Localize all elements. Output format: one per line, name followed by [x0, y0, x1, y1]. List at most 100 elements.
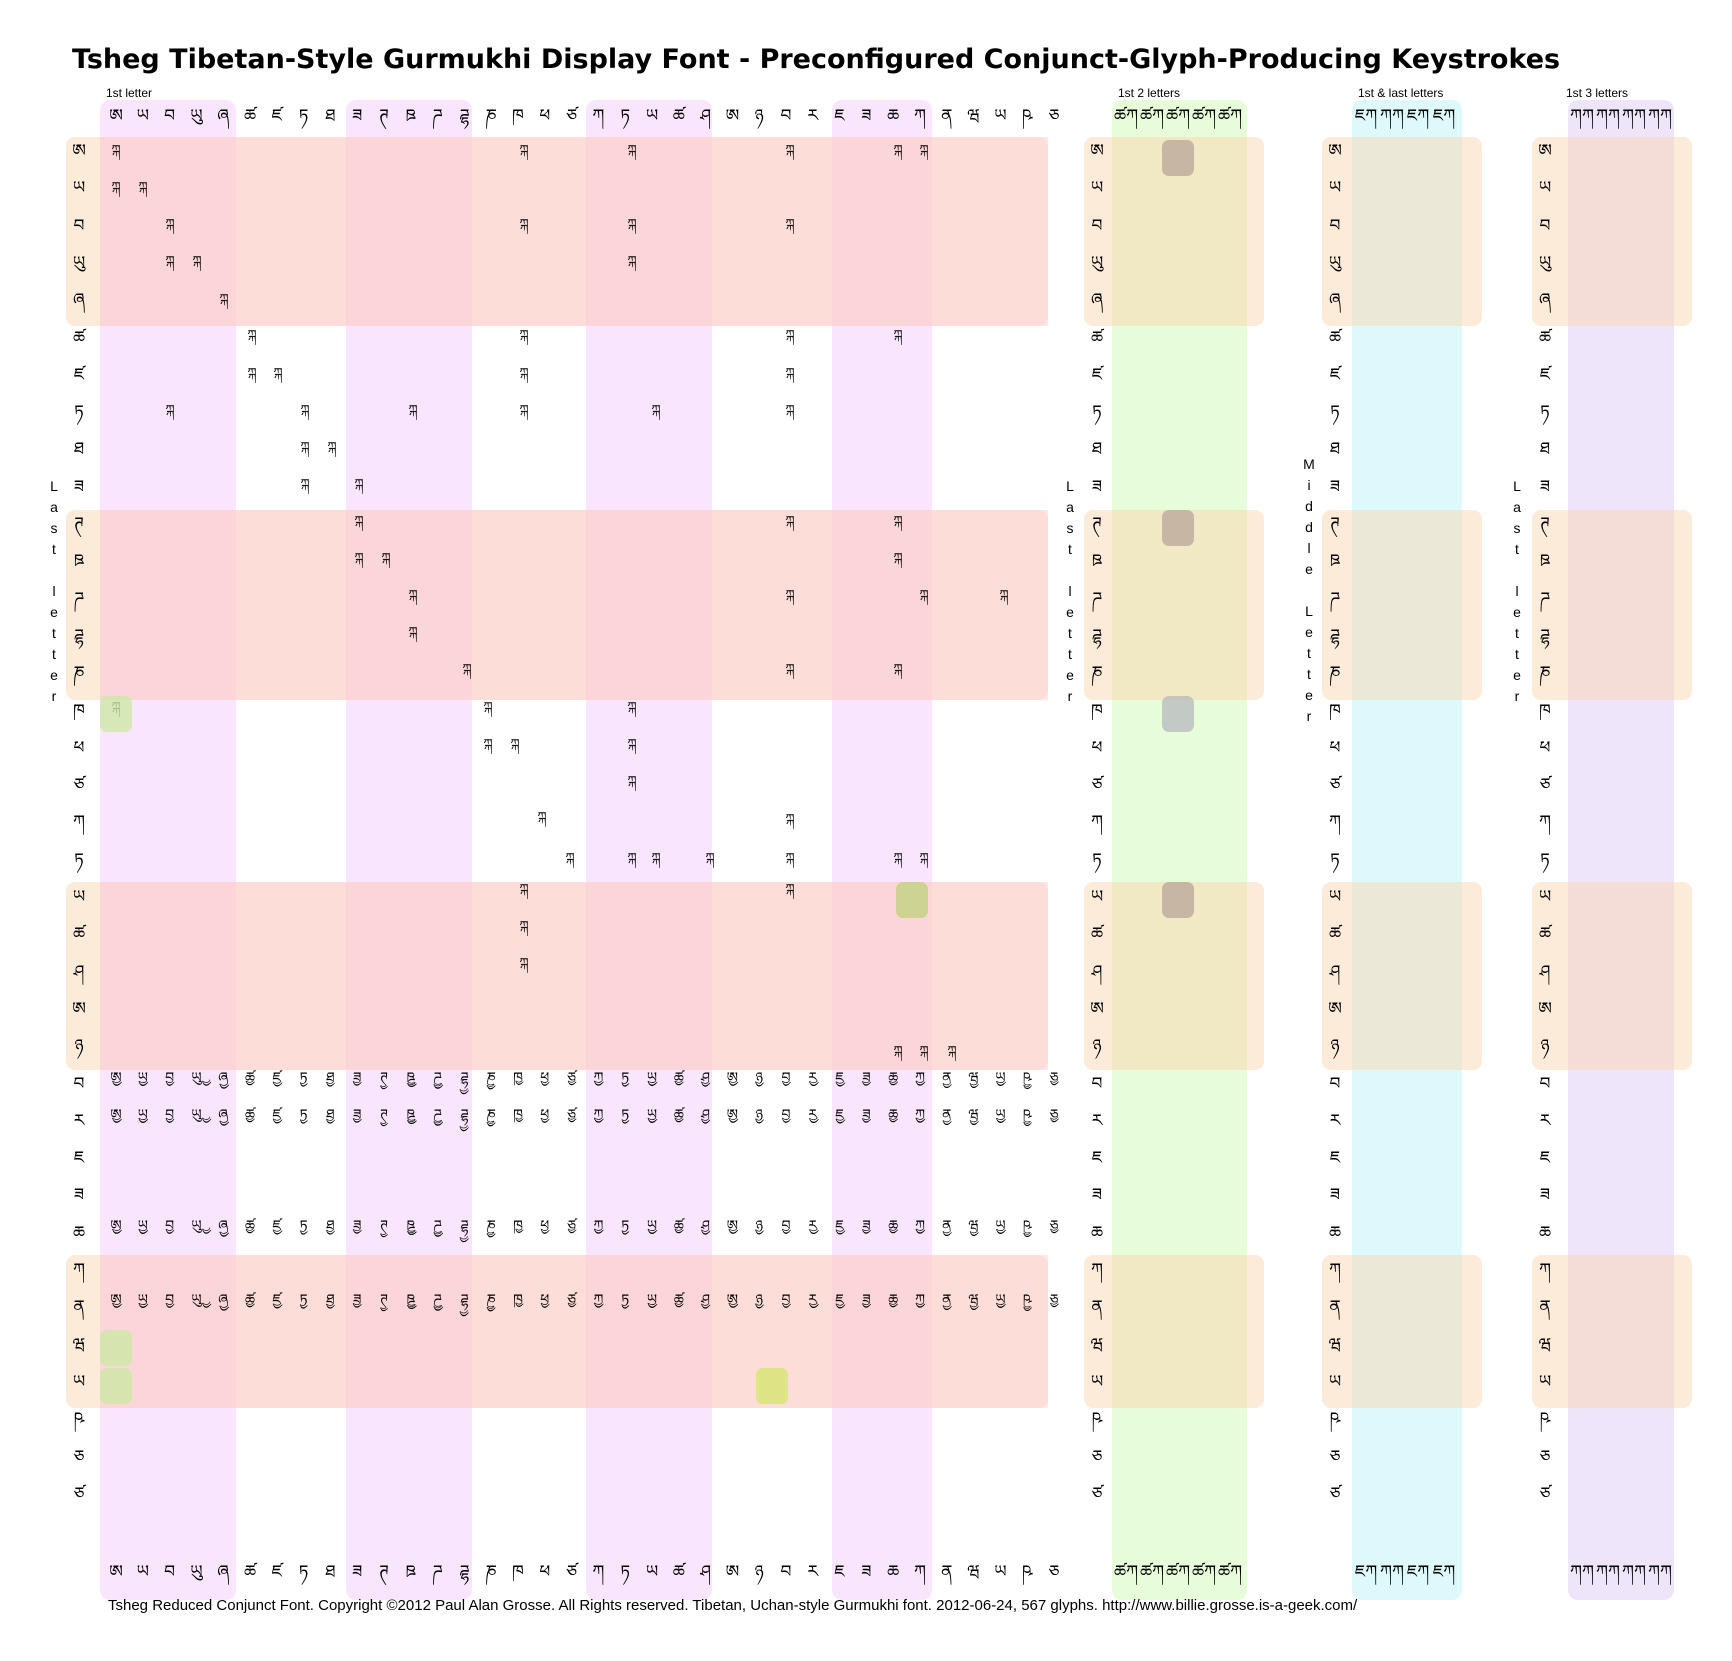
conjunct-glyph: ཀྐ [627, 851, 637, 866]
column-band-1 [346, 100, 472, 1600]
conjunct-glyph: ཇྱ [835, 1292, 844, 1308]
row-label: ཏ [74, 849, 84, 870]
first_three_cols-bottom: ཀཀ [1570, 1562, 1594, 1582]
row-label: ཡ [1090, 178, 1104, 199]
row-label: ཋ [1091, 551, 1103, 572]
row-label: ཥ [1329, 1409, 1341, 1430]
conjunct-glyph: ཌྷྱ [460, 1107, 469, 1123]
header-first-last-letters: 1st & last letters [1358, 86, 1444, 100]
row-label: ཅ [1329, 1446, 1341, 1467]
conjunct-glyph: ཁྱ [513, 1218, 523, 1234]
row-label: ཤ [1539, 961, 1551, 982]
conjunct-glyph: ཏྱ [299, 1218, 308, 1234]
conjunct-glyph: ཀྐ [462, 662, 472, 677]
conjunct-glyph: ཡྱ [995, 1107, 1006, 1123]
row-label: ཉ [1092, 1036, 1102, 1057]
conjunct-glyph: ཀྐ [627, 254, 637, 269]
conjunct-glyph: ཀྐ [247, 328, 257, 343]
row-label: ཟ [73, 1185, 85, 1206]
column-header-bottom: བ [780, 1562, 792, 1582]
row-label: ཟ [73, 476, 85, 497]
conjunct-glyph: ཀྐ [627, 217, 637, 232]
conjunct-glyph: ཊྱ [380, 1070, 388, 1086]
conjunct-glyph: ཛྱ [272, 1070, 282, 1086]
row-label: ཐ [1329, 439, 1341, 460]
column-header-bottom: ཛ [271, 1562, 282, 1582]
column-header-top: ཋ [405, 106, 416, 126]
row-label: ཥ [1539, 1409, 1551, 1430]
conjunct-glyph: ཊྱ [380, 1218, 388, 1234]
row-label: ཝ [1328, 1334, 1342, 1355]
conjunct-glyph: ཀྐ [247, 366, 257, 381]
row-label: ཤ [1329, 961, 1341, 982]
conjunct-glyph: ཇྱ [835, 1070, 844, 1086]
row-label: ཛ [1539, 364, 1551, 385]
first_three_cols-bottom: ཀཀ [1596, 1562, 1620, 1582]
highlight-cell [1162, 140, 1194, 176]
conjunct-glyph: ཤྱ [701, 1218, 711, 1234]
column-header-bottom: ཝ [967, 1562, 980, 1582]
conjunct-glyph: ཥྱ [1022, 1218, 1032, 1234]
conjunct-glyph: ཡུྱ [191, 1292, 202, 1308]
row-label: ཆ [1538, 1222, 1552, 1243]
conjunct-glyph: ཟྱ [862, 1070, 871, 1086]
conjunct-glyph: ཚྱ [673, 1070, 684, 1086]
column-header-bottom: ན [941, 1562, 953, 1582]
row-label: ཨ [1538, 998, 1552, 1019]
column-header-top: ཙ [566, 106, 577, 126]
conjunct-glyph: ཌྱ [433, 1107, 442, 1123]
conjunct-glyph: ཀྐ [327, 440, 337, 455]
middle-letter-label: M i d d l e L e t t e r [1303, 456, 1315, 724]
last-letter-label: L a s t l e t t e r [50, 478, 58, 704]
row-label: ཌ [1540, 588, 1550, 609]
row-label: ཁ [1539, 700, 1551, 721]
row-label: ཌ [1092, 588, 1102, 609]
conjunct-glyph: ཀྐ [785, 812, 795, 827]
conjunct-glyph: ཚྱ [673, 1218, 684, 1234]
conjunct-glyph: ཐྱ [326, 1292, 335, 1308]
conjunct-glyph: ཨྱ [110, 1292, 122, 1308]
conjunct-glyph: ཟྱ [352, 1218, 362, 1234]
conjunct-glyph: ཡྱ [137, 1070, 148, 1086]
row-label: ན [73, 1297, 85, 1318]
conjunct-glyph: ཚྱ [673, 1292, 684, 1308]
column-band-3 [832, 100, 932, 1600]
conjunct-glyph: ཨྱ [726, 1070, 738, 1086]
panel-two-band [1112, 100, 1247, 1600]
conjunct-glyph: ཐྱ [326, 1107, 335, 1123]
conjunct-glyph: ཡུྱ [191, 1070, 202, 1086]
conjunct-glyph: ཀྐ [785, 328, 795, 343]
conjunct-glyph: ཐྱ [326, 1218, 335, 1234]
row-label: ཀ [1329, 1260, 1341, 1280]
conjunct-glyph: ཀྐ [785, 662, 795, 677]
column-header-bottom: ར [807, 1562, 819, 1582]
conjunct-glyph: ཀྐ [785, 403, 795, 418]
conjunct-glyph: ཏྱ [299, 1292, 308, 1308]
row-label: ཏ [1330, 849, 1340, 870]
highlight-cell [100, 1330, 132, 1366]
conjunct-glyph: ཆྱ [888, 1292, 899, 1308]
first_two_cols-top: ཚཀ [1192, 106, 1217, 126]
conjunct-glyph: ཀྐ [627, 737, 637, 752]
row-label: ཇ [1329, 1148, 1341, 1169]
conjunct-glyph: བྱ [165, 1107, 175, 1123]
conjunct-glyph: ཀྐ [300, 440, 310, 455]
row-band-1 [66, 510, 1048, 700]
conjunct-glyph: ཉྱ [755, 1107, 763, 1123]
row-label: ཨ [1328, 998, 1342, 1019]
conjunct-glyph: ཀྐ [111, 180, 121, 195]
conjunct-glyph: ཇྱ [835, 1218, 844, 1234]
row-pink-3 [100, 1255, 1048, 1408]
conjunct-glyph: ཙྱ [567, 1218, 577, 1234]
conjunct-glyph: ཀྐ [919, 1044, 929, 1059]
conjunct-glyph: ཀྐ [893, 514, 903, 529]
conjunct-glyph: ཏྱ [299, 1070, 308, 1086]
conjunct-glyph: ཌྱ [433, 1070, 442, 1086]
row-label: ཙ [1329, 775, 1341, 796]
conjunct-glyph: ཕྱ [540, 1218, 550, 1234]
first_three_cols-top: ཀཀ [1622, 106, 1646, 126]
column-header-top: ཝ [967, 106, 980, 126]
row-label: ཏ [74, 402, 84, 423]
row-label: ཏ [1092, 849, 1102, 870]
column-header-bottom: ཙ [566, 1562, 577, 1582]
